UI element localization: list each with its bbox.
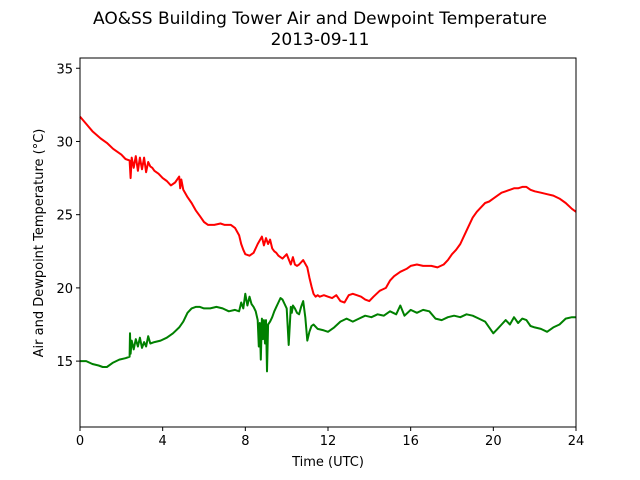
x-tick-label: 20 bbox=[485, 434, 502, 449]
tick-layer: 0 4 8 12 16 20 24 15 20 25 30 35 bbox=[56, 62, 584, 449]
x-tick-label: 16 bbox=[402, 434, 419, 449]
chart-title: AO&SS Building Tower Air and Dewpoint Te… bbox=[93, 9, 547, 29]
x-tick-label: 12 bbox=[320, 434, 337, 449]
y-tick-label: 25 bbox=[56, 209, 73, 224]
y-tick-label: 30 bbox=[56, 135, 73, 150]
x-tick-label: 4 bbox=[159, 434, 167, 449]
x-axis-label: Time (UTC) bbox=[291, 455, 364, 470]
x-tick-label: 24 bbox=[568, 434, 585, 449]
plot-frame bbox=[79, 57, 577, 428]
series-layer bbox=[79, 115, 577, 373]
x-tick-label: 0 bbox=[76, 434, 84, 449]
series-line-2 bbox=[80, 292, 576, 373]
x-tick-label: 8 bbox=[241, 434, 249, 449]
y-tick-label: 35 bbox=[56, 62, 73, 77]
y-axis-label: Air and Dewpoint Temperature (°C) bbox=[32, 129, 47, 358]
series-line-1 bbox=[79, 115, 577, 304]
chart-subtitle: 2013-09-11 bbox=[271, 30, 370, 50]
y-tick-label: 20 bbox=[56, 282, 73, 297]
y-tick-label: 15 bbox=[56, 355, 73, 370]
